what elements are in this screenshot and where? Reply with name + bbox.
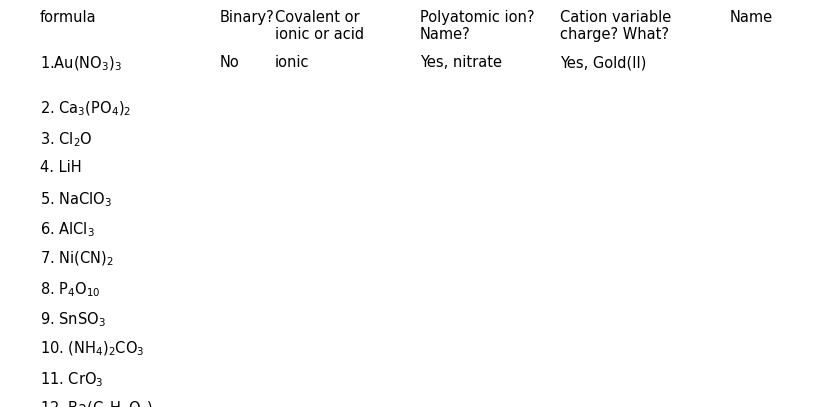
Text: No: No — [220, 55, 240, 70]
Text: ionic: ionic — [275, 55, 309, 70]
Text: 6. AlCl$_3$: 6. AlCl$_3$ — [40, 220, 94, 239]
Text: 9. SnSO$_3$: 9. SnSO$_3$ — [40, 310, 106, 329]
Text: 8. P$_4$O$_{10}$: 8. P$_4$O$_{10}$ — [40, 280, 100, 299]
Text: Covalent or: Covalent or — [275, 10, 359, 25]
Text: Cation variable: Cation variable — [559, 10, 671, 25]
Text: 1.Au(NO$_3$)$_3$: 1.Au(NO$_3$)$_3$ — [40, 55, 122, 73]
Text: charge? What?: charge? What? — [559, 27, 668, 42]
Text: ionic or acid: ionic or acid — [275, 27, 364, 42]
Text: 7. Ni(CN)$_2$: 7. Ni(CN)$_2$ — [40, 250, 113, 268]
Text: 4. LiH: 4. LiH — [40, 160, 82, 175]
Text: 2. Ca$_3$(PO$_4$)$_2$: 2. Ca$_3$(PO$_4$)$_2$ — [40, 100, 131, 118]
Text: 10. (NH$_4$)$_2$CO$_3$: 10. (NH$_4$)$_2$CO$_3$ — [40, 340, 145, 359]
Text: Yes, nitrate: Yes, nitrate — [419, 55, 501, 70]
Text: Name: Name — [729, 10, 772, 25]
Text: Binary?: Binary? — [220, 10, 275, 25]
Text: formula: formula — [40, 10, 97, 25]
Text: Polyatomic ion?: Polyatomic ion? — [419, 10, 534, 25]
Text: 5. NaClO$_3$: 5. NaClO$_3$ — [40, 190, 112, 209]
Text: 3. Cl$_2$O: 3. Cl$_2$O — [40, 130, 93, 149]
Text: 11. CrO$_3$: 11. CrO$_3$ — [40, 370, 103, 389]
Text: 12. Ba(C$_2$H$_3$O$_2$)$_2$: 12. Ba(C$_2$H$_3$O$_2$)$_2$ — [40, 400, 160, 407]
Text: Name?: Name? — [419, 27, 471, 42]
Text: Yes, Gold(II): Yes, Gold(II) — [559, 55, 646, 70]
